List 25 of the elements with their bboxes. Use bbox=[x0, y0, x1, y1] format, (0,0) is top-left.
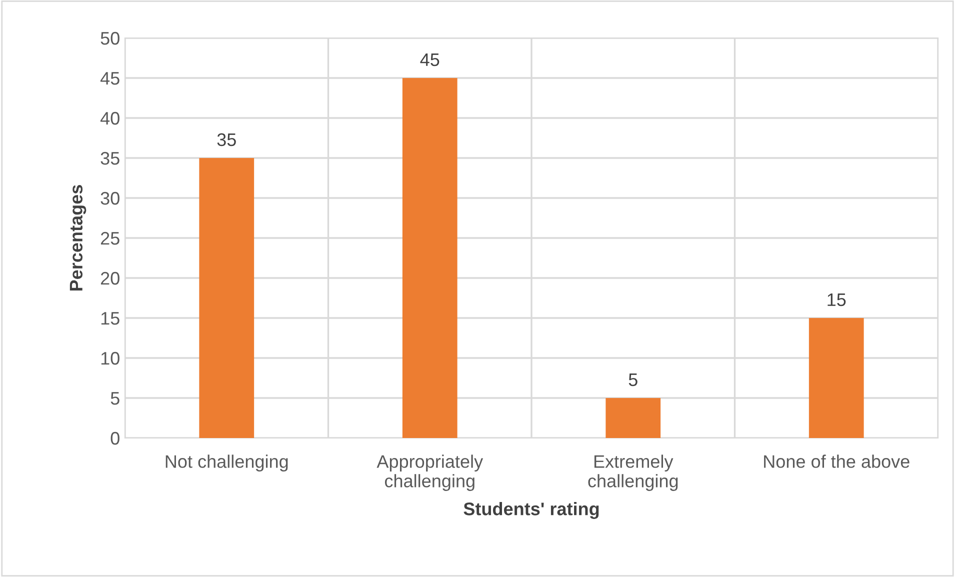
y-tick-label: 45 bbox=[100, 72, 120, 85]
y-tick-label: 10 bbox=[101, 352, 120, 365]
data-label: 35 bbox=[217, 133, 236, 146]
data-label: 5 bbox=[628, 374, 638, 386]
y-tick-label: 0 bbox=[110, 432, 120, 445]
x-tick-label: Not challenging bbox=[166, 454, 288, 472]
bar bbox=[402, 78, 458, 438]
y-tick-label: 30 bbox=[100, 192, 120, 205]
bar bbox=[606, 398, 661, 438]
y-tick-label: 50 bbox=[100, 32, 120, 45]
x-tick-label: Appropriately challenging bbox=[376, 454, 484, 491]
y-tick-label: 20 bbox=[100, 272, 120, 285]
x-tick-label: None of the above bbox=[764, 454, 910, 468]
data-label: 15 bbox=[828, 294, 846, 306]
y-tick-label: 40 bbox=[100, 112, 120, 125]
bar bbox=[199, 158, 254, 438]
x-tick-label: Extremely challenging bbox=[588, 454, 678, 491]
x-axis-title: Students' rating bbox=[464, 502, 599, 519]
y-tick-label: 35 bbox=[100, 152, 120, 165]
y-tick-label: 15 bbox=[101, 312, 120, 325]
data-label: 45 bbox=[420, 54, 440, 66]
y-axis-title: Percentages bbox=[70, 185, 86, 290]
y-tick-label: 25 bbox=[100, 232, 120, 245]
y-tick-label: 5 bbox=[110, 392, 120, 405]
bar bbox=[808, 318, 864, 438]
